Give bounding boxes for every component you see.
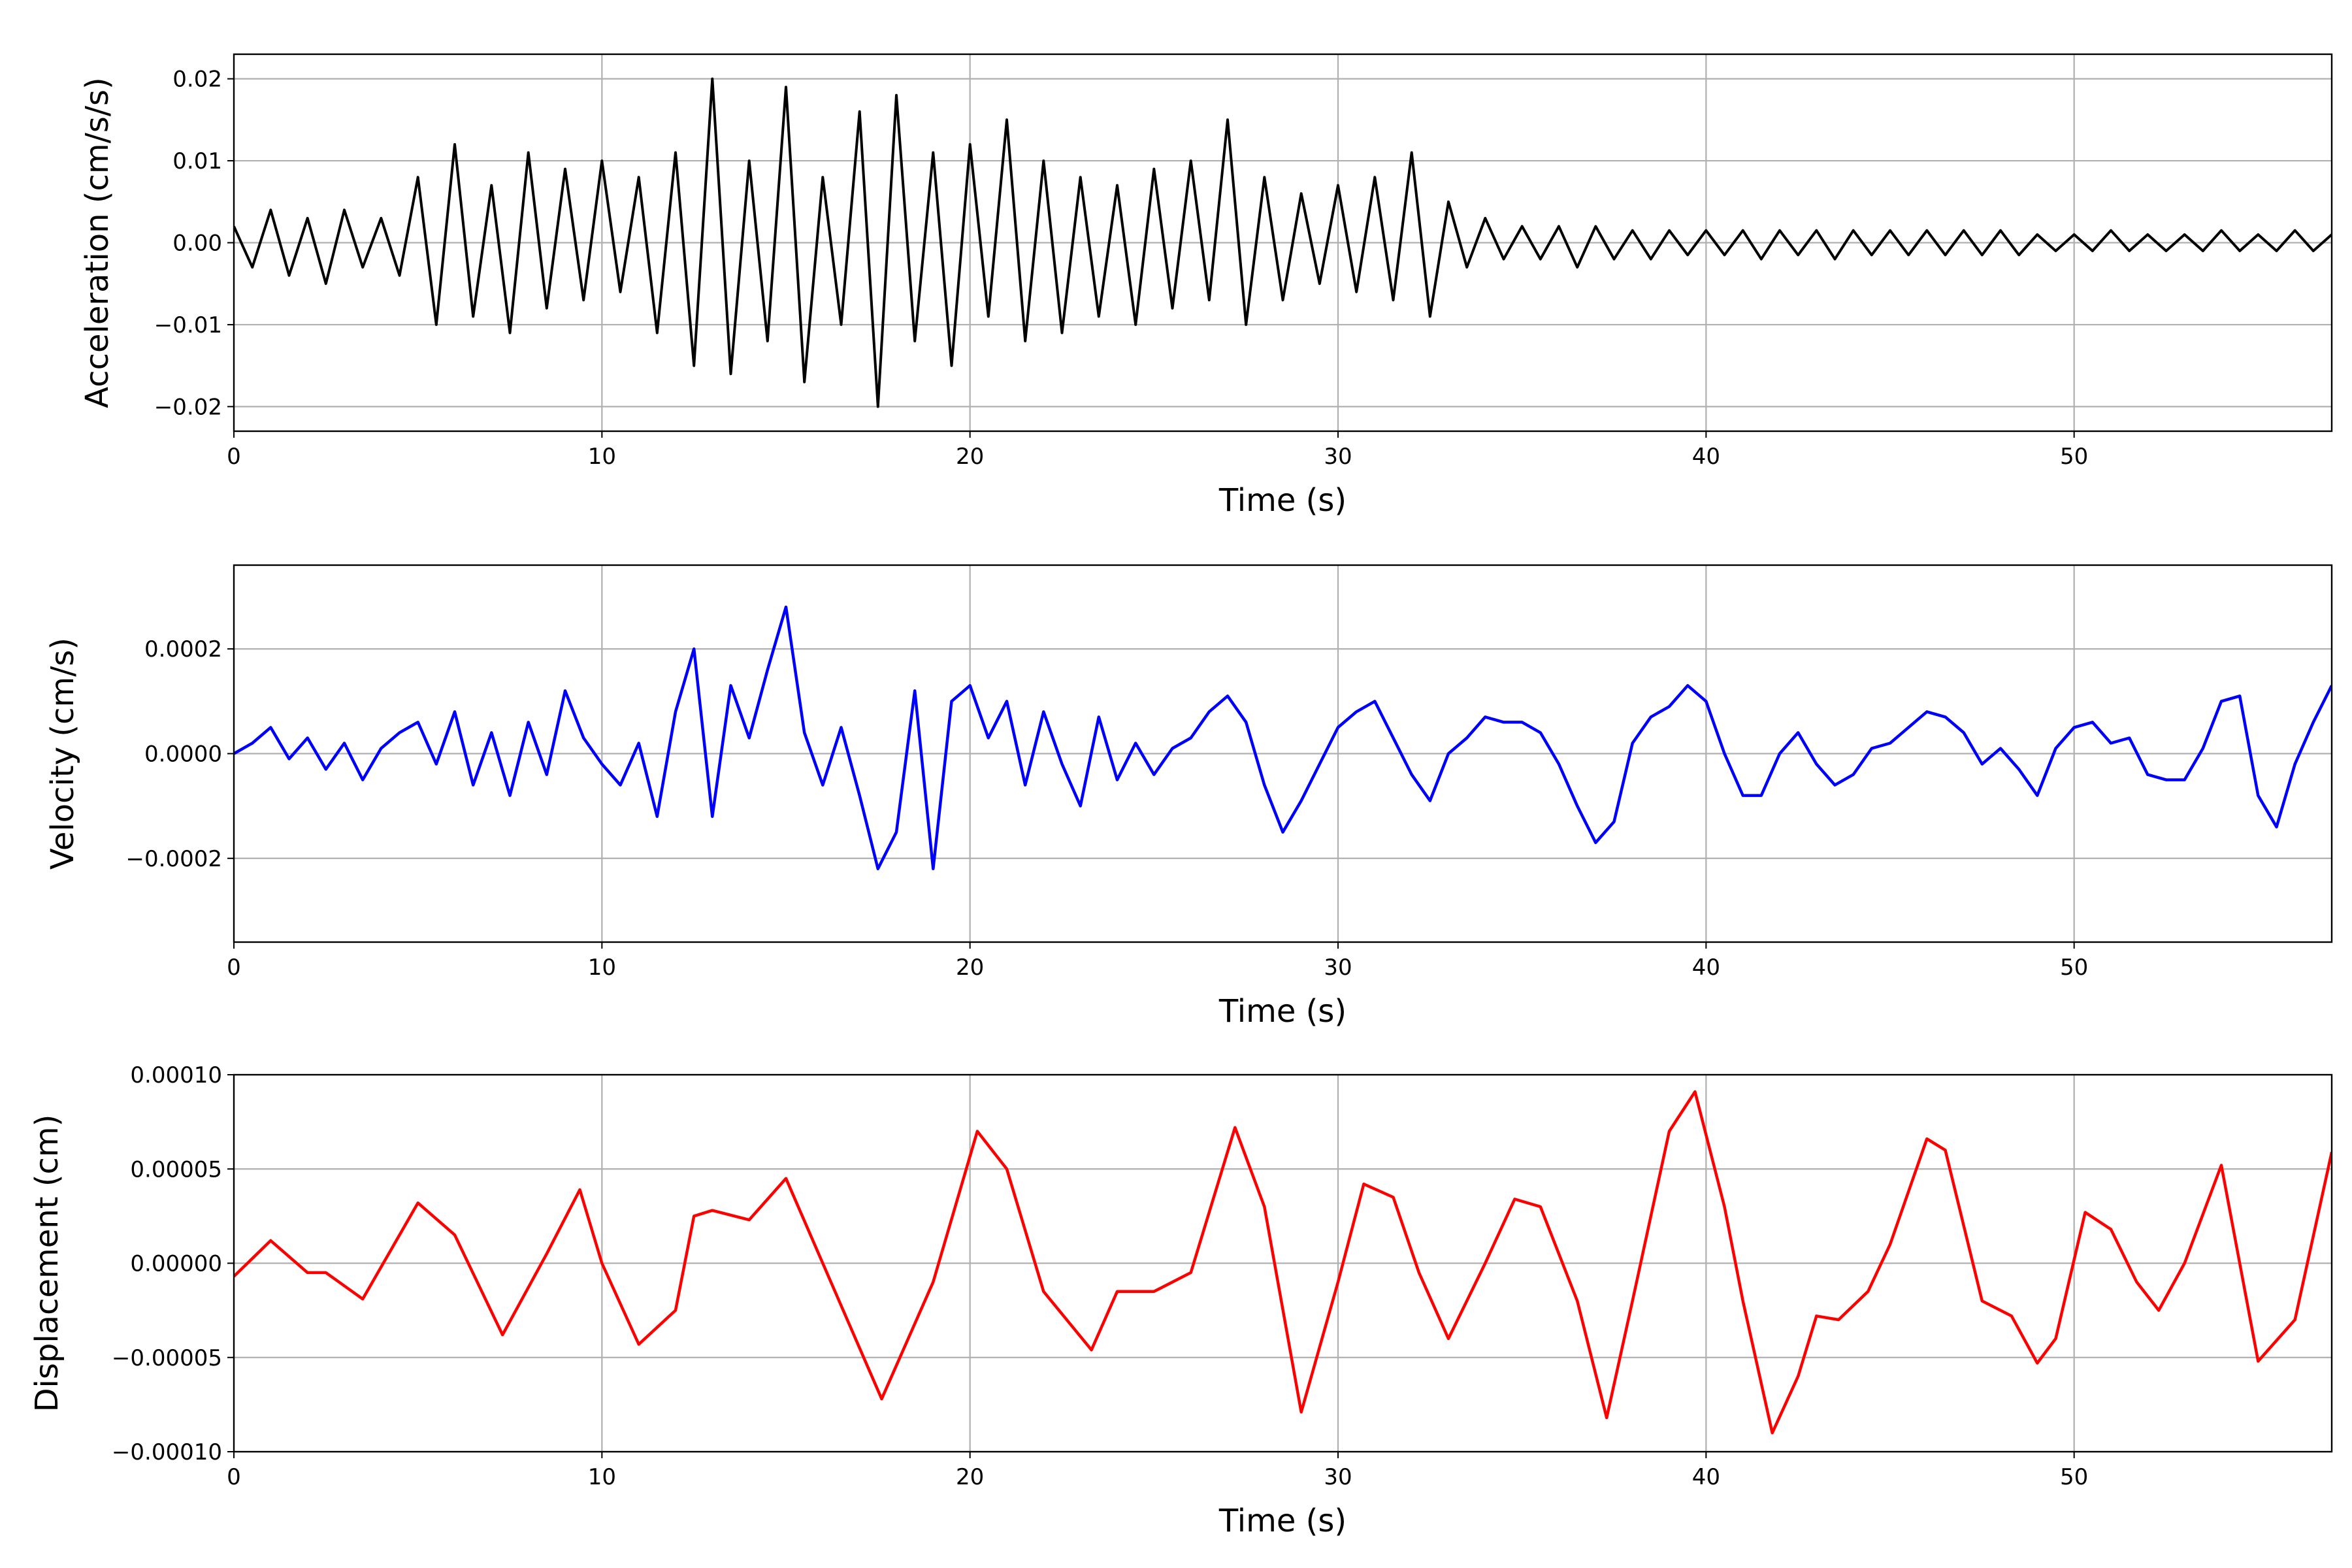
acceleration-y-tick-label: 0.01 <box>172 148 222 174</box>
acceleration-x-axis-label: Time (s) <box>1218 482 1347 519</box>
displacement-y-tick-label: −0.00010 <box>112 1439 222 1465</box>
velocity-y-tick-label: 0.0000 <box>144 742 222 768</box>
acceleration-x-tick-label: 10 <box>588 444 616 470</box>
displacement-y-tick-label: 0.00000 <box>130 1251 222 1277</box>
acceleration-y-tick-label: 0.02 <box>172 67 222 93</box>
displacement-y-tick-label: −0.00005 <box>112 1345 222 1371</box>
displacement-series-line <box>234 1090 2332 1435</box>
velocity-panel: 0 10 20 30 40 50 −0.0002 0.0000 0.0002 Time (s) Ve… <box>44 564 2333 1030</box>
acceleration-x-tick-label: 0 <box>227 444 241 470</box>
displacement-x-tick-label: 30 <box>1324 1464 1352 1490</box>
acceleration-x-tick-label: 40 <box>1692 444 1720 470</box>
displacement-x-tick-label: 50 <box>2060 1464 2088 1490</box>
displacement-axes-frame <box>233 1073 2333 1453</box>
acceleration-x-tick-label: 20 <box>956 444 984 470</box>
velocity-x-tick-label: 50 <box>2060 955 2088 981</box>
displacement-y-tick-label: 0.00005 <box>130 1156 222 1183</box>
acceleration-y-axis-label: Acceleration (cm/s/s) <box>79 77 116 408</box>
displacement-x-tick-label: 10 <box>588 1464 616 1490</box>
displacement-x-tick-label: 40 <box>1692 1464 1720 1490</box>
acceleration-x-tick-label: 30 <box>1324 444 1352 470</box>
velocity-x-tick-label: 0 <box>227 955 241 981</box>
velocity-x-tick-label: 10 <box>588 955 616 981</box>
acceleration-axes-frame <box>233 53 2333 433</box>
velocity-x-tick-label: 30 <box>1324 955 1352 981</box>
displacement-y-tick-label: 0.00010 <box>130 1062 222 1088</box>
displacement-x-tick-label: 20 <box>956 1464 984 1490</box>
velocity-x-axis-label: Time (s) <box>1218 993 1347 1030</box>
velocity-y-axis-label: Velocity (cm/s) <box>44 638 81 870</box>
acceleration-y-tick-label: −0.02 <box>154 394 222 420</box>
velocity-y-tick-label: −0.0002 <box>126 846 222 872</box>
velocity-axes-frame <box>233 564 2333 943</box>
velocity-x-tick-label: 20 <box>956 955 984 981</box>
acceleration-panel: 0 10 20 30 40 50 −0.02 −0.01 0.00 0.01 0.02 Time (s… <box>79 53 2333 519</box>
acceleration-y-tick-label: 0.00 <box>172 231 222 257</box>
velocity-x-tick-label: 40 <box>1692 955 1720 981</box>
acceleration-series-line <box>234 77 2332 408</box>
displacement-x-axis-label: Time (s) <box>1218 1503 1347 1539</box>
displacement-y-axis-label: Displacement (cm) <box>29 1115 65 1413</box>
velocity-series-line <box>234 605 2332 871</box>
acceleration-y-tick-label: −0.01 <box>154 312 222 338</box>
velocity-y-tick-label: 0.0002 <box>144 636 222 662</box>
acceleration-x-tick-label: 50 <box>2060 444 2088 470</box>
displacement-x-tick-label: 0 <box>227 1464 241 1490</box>
displacement-panel: 0 10 20 30 40 50 −0.00010 −0.00005 0.00000 0.0000… <box>29 1062 2333 1539</box>
